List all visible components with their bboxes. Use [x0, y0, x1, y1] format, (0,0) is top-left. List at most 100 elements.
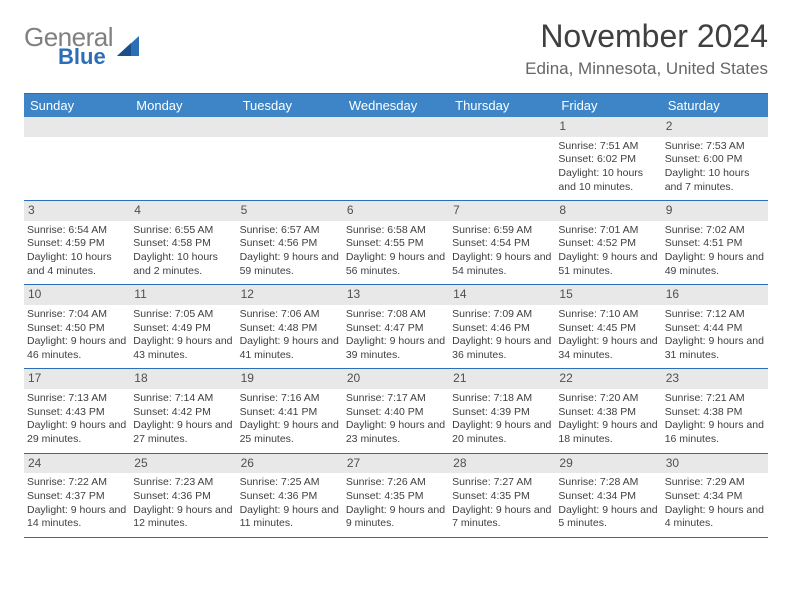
- day-cell: 2Sunrise: 7:53 AMSunset: 6:00 PMDaylight…: [662, 117, 768, 200]
- sunset-line: Sunset: 4:35 PM: [452, 490, 552, 504]
- day-number: 3: [24, 201, 130, 221]
- day-cell: [237, 117, 343, 200]
- daylight-line: Daylight: 10 hours and 10 minutes.: [558, 167, 658, 194]
- day-number: 5: [237, 201, 343, 221]
- day-cell: 10Sunrise: 7:04 AMSunset: 4:50 PMDayligh…: [24, 285, 130, 368]
- day-cell: 25Sunrise: 7:23 AMSunset: 4:36 PMDayligh…: [130, 454, 236, 537]
- day-number: 13: [343, 285, 449, 305]
- day-cell: 26Sunrise: 7:25 AMSunset: 4:36 PMDayligh…: [237, 454, 343, 537]
- sunrise-line: Sunrise: 7:13 AM: [27, 392, 127, 406]
- day-cell: 16 Sunrise: 7:12 AMSunset: 4:44 PMDayligh…: [662, 285, 768, 368]
- sunset-line: Sunset: 4:55 PM: [346, 237, 446, 251]
- day-cell: 17Sunrise: 7:13 AMSunset: 4:43 PMDayligh…: [24, 369, 130, 452]
- daylight-line: Daylight: 9 hours and 18 minutes.: [558, 419, 658, 446]
- day-number: 29: [555, 454, 661, 474]
- sunset-line: Sunset: 4:37 PM: [27, 490, 127, 504]
- sunrise-line: Sunrise: 7:02 AM: [665, 224, 765, 238]
- sunrise-line: Sunrise: 7:05 AM: [133, 308, 233, 322]
- day-number: 12: [237, 285, 343, 305]
- weekday-wednesday: Wednesday: [343, 94, 449, 117]
- logo: General Blue: [24, 18, 145, 68]
- sunset-line: Sunset: 4:49 PM: [133, 322, 233, 336]
- daylight-line: Daylight: 9 hours and 39 minutes.: [346, 335, 446, 362]
- sunset-line: Sunset: 6:00 PM: [665, 153, 765, 167]
- day-cell: 3Sunrise: 6:54 AMSunset: 4:59 PMDaylight…: [24, 201, 130, 284]
- day-number: 23: [662, 369, 768, 389]
- sunset-line: Sunset: 4:36 PM: [133, 490, 233, 504]
- day-number: 8: [555, 201, 661, 221]
- day-cell: 1Sunrise: 7:51 AMSunset: 6:02 PMDaylight…: [555, 117, 661, 200]
- day-number: 21: [449, 369, 555, 389]
- day-cell: [130, 117, 236, 200]
- sunrise-line: Sunrise: 7:10 AM: [558, 308, 658, 322]
- sunrise-line: Sunrise: 7:53 AM: [665, 140, 765, 154]
- day-number: 20: [343, 369, 449, 389]
- day-number: 26: [237, 454, 343, 474]
- weekday-saturday: Saturday: [662, 94, 768, 117]
- day-number-empty: [343, 117, 449, 137]
- sunrise-line: Sunrise: 7:26 AM: [346, 476, 446, 490]
- day-cell: 19Sunrise: 7:16 AMSunset: 4:41 PMDayligh…: [237, 369, 343, 452]
- day-number: 25: [130, 454, 236, 474]
- sunrise-line: Sunrise: 6:59 AM: [452, 224, 552, 238]
- day-cell: 11Sunrise: 7:05 AMSunset: 4:49 PMDayligh…: [130, 285, 236, 368]
- day-cell: 18Sunrise: 7:14 AMSunset: 4:42 PMDayligh…: [130, 369, 236, 452]
- day-cell: 22Sunrise: 7:20 AMSunset: 4:38 PMDayligh…: [555, 369, 661, 452]
- sunrise-line: Sunrise: 7:29 AM: [665, 476, 765, 490]
- daylight-line: Daylight: 9 hours and 51 minutes.: [558, 251, 658, 278]
- day-number: 16: [662, 285, 768, 305]
- day-number: 6: [343, 201, 449, 221]
- sunset-line: Sunset: 4:50 PM: [27, 322, 127, 336]
- day-number-empty: [24, 117, 130, 137]
- sunset-line: Sunset: 4:44 PM: [665, 322, 765, 336]
- day-cell: 4Sunrise: 6:55 AMSunset: 4:58 PMDaylight…: [130, 201, 236, 284]
- day-number: 4: [130, 201, 236, 221]
- day-cell: [449, 117, 555, 200]
- sunset-line: Sunset: 4:38 PM: [558, 406, 658, 420]
- sunset-line: Sunset: 4:39 PM: [452, 406, 552, 420]
- header: General Blue November 2024 Edina, Minnes…: [24, 18, 768, 79]
- logo-triangle-icon: [117, 34, 145, 61]
- day-number: 19: [237, 369, 343, 389]
- weekday-sunday: Sunday: [24, 94, 130, 117]
- sunrise-line: Sunrise: 7:06 AM: [240, 308, 340, 322]
- sunset-line: Sunset: 4:56 PM: [240, 237, 340, 251]
- daylight-line: Daylight: 9 hours and 41 minutes.: [240, 335, 340, 362]
- week-row: 17Sunrise: 7:13 AMSunset: 4:43 PMDayligh…: [24, 369, 768, 453]
- sunrise-line: Sunrise: 7:12 AM: [665, 308, 765, 322]
- day-cell: 20Sunrise: 7:17 AMSunset: 4:40 PMDayligh…: [343, 369, 449, 452]
- sunrise-line: Sunrise: 7:16 AM: [240, 392, 340, 406]
- sunrise-line: Sunrise: 7:21 AM: [665, 392, 765, 406]
- sunrise-line: Sunrise: 7:01 AM: [558, 224, 658, 238]
- sunset-line: Sunset: 4:52 PM: [558, 237, 658, 251]
- sunset-line: Sunset: 4:34 PM: [665, 490, 765, 504]
- day-cell: [343, 117, 449, 200]
- sunrise-line: Sunrise: 7:22 AM: [27, 476, 127, 490]
- daylight-line: Daylight: 9 hours and 31 minutes.: [665, 335, 765, 362]
- day-number: 28: [449, 454, 555, 474]
- daylight-line: Daylight: 9 hours and 5 minutes.: [558, 504, 658, 531]
- day-cell: 28Sunrise: 7:27 AMSunset: 4:35 PMDayligh…: [449, 454, 555, 537]
- day-cell: 5Sunrise: 6:57 AMSunset: 4:56 PMDaylight…: [237, 201, 343, 284]
- daylight-line: Daylight: 9 hours and 14 minutes.: [27, 504, 127, 531]
- month-title: November 2024: [525, 18, 768, 55]
- week-row: 24Sunrise: 7:22 AMSunset: 4:37 PMDayligh…: [24, 454, 768, 538]
- sunset-line: Sunset: 4:58 PM: [133, 237, 233, 251]
- day-cell: 12Sunrise: 7:06 AMSunset: 4:48 PMDayligh…: [237, 285, 343, 368]
- day-cell: [24, 117, 130, 200]
- daylight-line: Daylight: 9 hours and 27 minutes.: [133, 419, 233, 446]
- day-number: 2: [662, 117, 768, 137]
- sunrise-line: Sunrise: 7:09 AM: [452, 308, 552, 322]
- daylight-line: Daylight: 9 hours and 49 minutes.: [665, 251, 765, 278]
- daylight-line: Daylight: 9 hours and 34 minutes.: [558, 335, 658, 362]
- day-number-empty: [449, 117, 555, 137]
- sunset-line: Sunset: 4:41 PM: [240, 406, 340, 420]
- sunset-line: Sunset: 4:34 PM: [558, 490, 658, 504]
- sunrise-line: Sunrise: 7:51 AM: [558, 140, 658, 154]
- day-number-empty: [130, 117, 236, 137]
- day-cell: 21Sunrise: 7:18 AMSunset: 4:39 PMDayligh…: [449, 369, 555, 452]
- sunset-line: Sunset: 4:40 PM: [346, 406, 446, 420]
- sunrise-line: Sunrise: 6:58 AM: [346, 224, 446, 238]
- weekday-thursday: Thursday: [449, 94, 555, 117]
- daylight-line: Daylight: 9 hours and 46 minutes.: [27, 335, 127, 362]
